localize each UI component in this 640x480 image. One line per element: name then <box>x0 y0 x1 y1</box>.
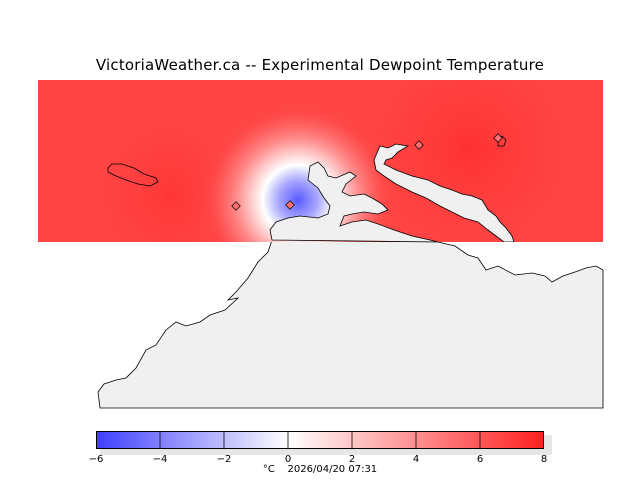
land-area <box>97 239 604 409</box>
colorbar <box>96 431 552 455</box>
colorbar-tick-label: −6 <box>88 454 104 465</box>
peninsula-coast <box>269 161 439 242</box>
map-title: VictoriaWeather.ca -- Experimental Dewpo… <box>95 56 545 74</box>
colorbar-tick-label: 8 <box>540 454 548 465</box>
timestamp: 2026/04/20 07:31 <box>287 464 378 475</box>
station-markers <box>231 133 503 211</box>
colorbar-tick-label: −2 <box>216 454 232 465</box>
colorbar-tick-label: −4 <box>152 454 168 465</box>
colorbar-ticks <box>96 431 544 449</box>
station-marker <box>493 133 503 143</box>
colorbar-gradient <box>96 431 544 449</box>
colorbar-tick-label: 6 <box>476 454 484 465</box>
station-marker <box>285 200 295 210</box>
station-marker <box>231 201 241 211</box>
island-coast <box>373 143 515 242</box>
colorbar-tick-label: 0 <box>284 454 292 465</box>
dewpoint-field <box>38 80 603 242</box>
colorbar-tick-label: 4 <box>412 454 420 465</box>
unit-label: °C <box>262 464 275 475</box>
small-island <box>107 163 159 187</box>
station-marker <box>414 140 424 150</box>
footer: °C 2026/04/20 07:31 <box>0 464 640 475</box>
colorbar-tick-label: 2 <box>348 454 356 465</box>
